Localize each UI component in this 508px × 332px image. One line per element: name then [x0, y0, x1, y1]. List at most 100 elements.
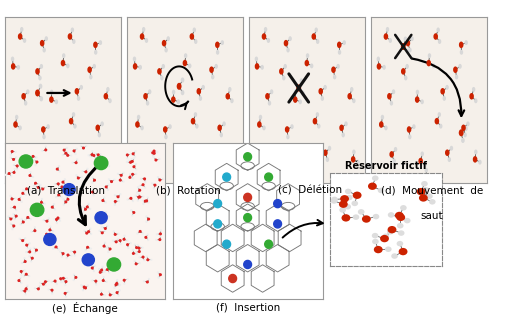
- Circle shape: [302, 174, 307, 181]
- Circle shape: [122, 172, 124, 174]
- Circle shape: [262, 33, 266, 40]
- Circle shape: [117, 294, 120, 297]
- Circle shape: [120, 174, 123, 177]
- Circle shape: [12, 213, 15, 215]
- Circle shape: [9, 171, 12, 174]
- Circle shape: [87, 284, 89, 287]
- Circle shape: [311, 33, 316, 40]
- Circle shape: [157, 271, 159, 273]
- Circle shape: [128, 159, 130, 162]
- Circle shape: [428, 53, 431, 58]
- Circle shape: [155, 239, 157, 241]
- Circle shape: [148, 278, 150, 280]
- Circle shape: [34, 185, 36, 187]
- Circle shape: [85, 232, 88, 235]
- Circle shape: [144, 187, 146, 189]
- Circle shape: [20, 274, 22, 276]
- Circle shape: [24, 260, 27, 263]
- Circle shape: [67, 291, 70, 293]
- Circle shape: [297, 158, 301, 164]
- Circle shape: [84, 170, 87, 173]
- Circle shape: [264, 27, 267, 32]
- Circle shape: [127, 247, 130, 249]
- Circle shape: [11, 150, 14, 153]
- Circle shape: [77, 177, 80, 180]
- Circle shape: [135, 150, 137, 152]
- Circle shape: [22, 220, 25, 223]
- Circle shape: [35, 68, 40, 75]
- Circle shape: [152, 149, 155, 152]
- Circle shape: [341, 214, 351, 221]
- Circle shape: [60, 185, 64, 189]
- Circle shape: [98, 268, 100, 270]
- Circle shape: [150, 147, 153, 152]
- Circle shape: [132, 177, 135, 180]
- Circle shape: [190, 118, 195, 124]
- Circle shape: [74, 153, 77, 155]
- Circle shape: [34, 226, 36, 228]
- Circle shape: [23, 190, 25, 192]
- Circle shape: [44, 148, 47, 151]
- Circle shape: [472, 87, 475, 92]
- Circle shape: [294, 90, 297, 95]
- Circle shape: [47, 288, 50, 290]
- Circle shape: [108, 178, 110, 180]
- Circle shape: [64, 178, 66, 180]
- Circle shape: [194, 112, 197, 117]
- Circle shape: [104, 271, 106, 273]
- Circle shape: [42, 134, 46, 139]
- Circle shape: [130, 153, 132, 155]
- Circle shape: [138, 247, 141, 249]
- Circle shape: [389, 38, 392, 43]
- Circle shape: [75, 174, 78, 176]
- Circle shape: [18, 125, 22, 130]
- Circle shape: [56, 216, 59, 219]
- Circle shape: [64, 292, 67, 295]
- Circle shape: [358, 209, 365, 214]
- Circle shape: [146, 255, 148, 258]
- Circle shape: [64, 185, 67, 187]
- Circle shape: [126, 278, 129, 280]
- Circle shape: [391, 253, 398, 259]
- Circle shape: [67, 254, 70, 257]
- Circle shape: [23, 257, 25, 259]
- Circle shape: [304, 60, 309, 66]
- Circle shape: [99, 40, 102, 45]
- Circle shape: [88, 191, 90, 193]
- Circle shape: [105, 281, 108, 283]
- Circle shape: [33, 247, 35, 249]
- Circle shape: [61, 154, 64, 156]
- Circle shape: [156, 233, 158, 235]
- Circle shape: [18, 33, 22, 40]
- Circle shape: [41, 188, 44, 191]
- Circle shape: [66, 151, 68, 153]
- Circle shape: [436, 28, 440, 33]
- Circle shape: [59, 217, 61, 219]
- Circle shape: [37, 186, 40, 189]
- Circle shape: [23, 270, 26, 272]
- Circle shape: [69, 118, 73, 124]
- Circle shape: [80, 284, 82, 286]
- Circle shape: [72, 161, 74, 164]
- Circle shape: [43, 235, 45, 237]
- Circle shape: [398, 230, 404, 236]
- Circle shape: [223, 240, 231, 248]
- Circle shape: [209, 66, 214, 73]
- Circle shape: [328, 146, 331, 151]
- Circle shape: [89, 155, 91, 158]
- Circle shape: [39, 285, 41, 287]
- Circle shape: [44, 280, 47, 283]
- Circle shape: [162, 40, 166, 46]
- Circle shape: [303, 168, 306, 173]
- Circle shape: [12, 224, 15, 227]
- Circle shape: [113, 230, 115, 232]
- Circle shape: [333, 74, 336, 79]
- Circle shape: [33, 185, 35, 187]
- Circle shape: [55, 283, 58, 285]
- Circle shape: [13, 121, 18, 128]
- Circle shape: [362, 215, 371, 223]
- Circle shape: [234, 160, 238, 165]
- Text: (f)  Insertion: (f) Insertion: [215, 302, 280, 312]
- Circle shape: [180, 174, 185, 181]
- Circle shape: [23, 38, 26, 43]
